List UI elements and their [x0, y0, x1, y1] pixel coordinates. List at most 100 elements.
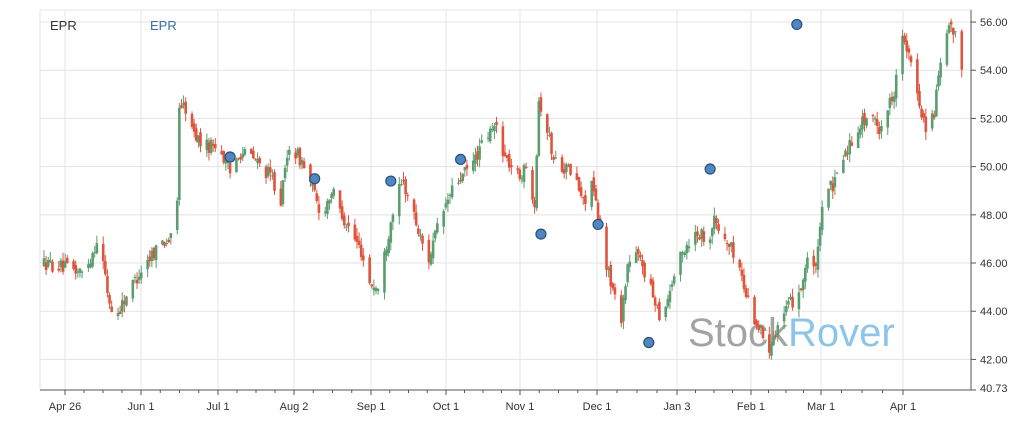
- candle-body: [670, 284, 674, 287]
- candle-body: [791, 296, 794, 308]
- candle-body: [759, 325, 763, 329]
- candle-body: [533, 199, 536, 208]
- event-marker[interactable]: [535, 228, 547, 240]
- candle-body: [235, 159, 238, 173]
- event-marker[interactable]: [309, 173, 321, 185]
- candle-body: [80, 271, 84, 273]
- candle-body: [391, 214, 395, 222]
- candle-body: [907, 48, 911, 53]
- candle-body: [516, 168, 519, 171]
- candle-body: [345, 226, 348, 228]
- candle-body: [507, 153, 511, 168]
- y-tick-label: 44.00: [980, 306, 1008, 318]
- candle-body: [279, 188, 283, 206]
- candle-body: [488, 128, 492, 142]
- candle-body: [374, 287, 378, 292]
- event-marker[interactable]: [454, 153, 467, 165]
- candle-body: [740, 269, 744, 276]
- candle-body: [465, 165, 469, 169]
- candle-body: [865, 118, 868, 126]
- candle-body: [296, 149, 300, 156]
- y-tick-label: 56.00: [980, 17, 1008, 29]
- axes: 42.00 44.00 46.00 48.00 50.00 52.00 54.00 56.00…: [40, 10, 1008, 413]
- candle-body: [199, 132, 202, 147]
- candle-body: [120, 300, 124, 312]
- candle-body: [228, 163, 232, 174]
- candle-body: [569, 163, 572, 175]
- candle-body: [317, 204, 321, 213]
- candle-body: [493, 125, 496, 132]
- event-marker[interactable]: [791, 18, 803, 31]
- candle-body: [894, 74, 898, 99]
- candle-body: [873, 118, 877, 120]
- candle-body: [376, 289, 380, 291]
- candle-body: [442, 211, 445, 227]
- candle-body: [213, 144, 217, 149]
- event-marker[interactable]: [643, 336, 655, 349]
- candle-body: [57, 268, 61, 271]
- y-tick-label: 46.00: [980, 258, 1008, 270]
- candle-body: [520, 178, 524, 180]
- y-tick-label: 52.00: [980, 113, 1008, 125]
- candle-body: [672, 276, 676, 284]
- candle-body: [708, 239, 712, 244]
- candle-body: [666, 298, 670, 307]
- candle-body: [850, 142, 854, 146]
- candle-body: [46, 259, 50, 267]
- candle-body: [505, 155, 509, 159]
- candle-body: [370, 284, 374, 287]
- candle-body: [161, 240, 164, 245]
- candle-body: [694, 232, 697, 245]
- candle-body: [723, 233, 727, 240]
- candle-body: [311, 183, 314, 186]
- candle-body: [510, 165, 513, 168]
- candle-body: [353, 224, 357, 240]
- candle-body: [239, 156, 242, 160]
- candle-body: [732, 242, 735, 258]
- x-tick-label: Dec 1: [583, 401, 612, 413]
- candle-body: [65, 257, 69, 263]
- candle-body: [501, 126, 505, 157]
- candle-body: [444, 203, 448, 208]
- candle-body: [152, 248, 156, 259]
- candle-body: [355, 235, 359, 242]
- candle-body: [294, 152, 297, 159]
- candle-body: [738, 259, 742, 268]
- candle-body: [436, 223, 439, 233]
- event-marker[interactable]: [704, 163, 716, 175]
- candle-body: [844, 150, 847, 157]
- candle-body: [774, 336, 777, 338]
- event-marker[interactable]: [385, 175, 397, 187]
- candle-body: [309, 164, 312, 183]
- x-tick-label: Jul 1: [206, 401, 229, 413]
- candle-body: [761, 327, 765, 339]
- candle-body: [78, 268, 82, 273]
- candle-body: [842, 159, 845, 173]
- candle-body: [165, 243, 168, 245]
- candle-body: [784, 306, 788, 313]
- candle-body: [42, 258, 46, 267]
- event-marker[interactable]: [224, 151, 236, 163]
- candle-body: [237, 157, 240, 159]
- y-tick-label: 50.00: [980, 162, 1008, 174]
- candle-body: [169, 233, 173, 239]
- candle-body: [283, 168, 287, 179]
- candle-body: [402, 180, 405, 182]
- candle-body: [717, 224, 720, 231]
- candle-body: [281, 180, 285, 205]
- candle-body: [457, 182, 460, 184]
- event-marker[interactable]: [592, 218, 604, 231]
- candle-body: [605, 226, 608, 270]
- x-tick-label: Aug 2: [280, 401, 309, 413]
- candle-body: [776, 325, 780, 337]
- candle-body: [359, 244, 363, 258]
- candle-body: [787, 301, 790, 305]
- candle-body: [256, 159, 259, 163]
- stockrover-watermark: StockRover: [688, 311, 895, 355]
- candle-body: [789, 296, 792, 300]
- candle-body: [211, 143, 215, 147]
- grid-lines: [39, 9, 972, 391]
- x-tick-label: Mar 1: [807, 401, 835, 413]
- candle-body: [404, 179, 407, 195]
- x-tick-label: Jun 1: [128, 401, 155, 413]
